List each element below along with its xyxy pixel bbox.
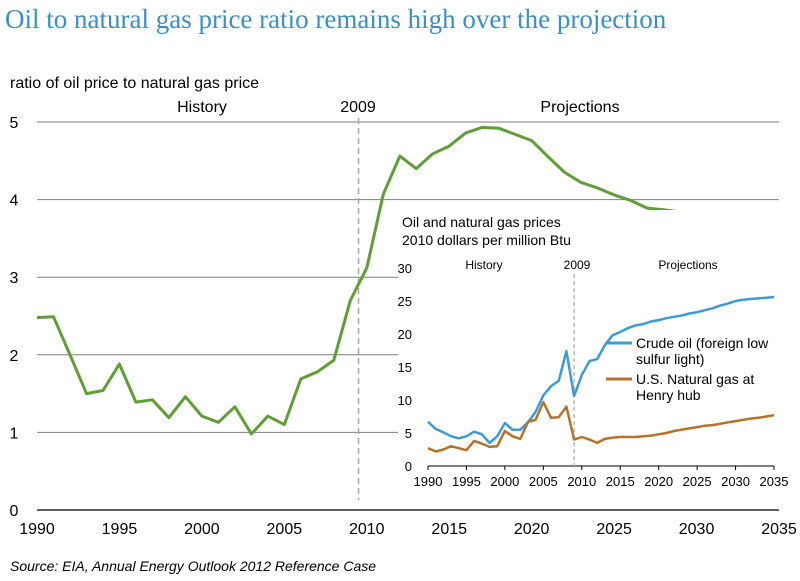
main-x-tick-labels: 1990 1995 2000 2005 2010 2015 2020 2025 2030 2035 xyxy=(19,521,797,538)
inset-projections-label: Projections xyxy=(658,258,717,272)
inset-subtitle: 2010 dollars per million Btu xyxy=(402,232,571,248)
main-y-tick-labels: 0 1 2 3 4 5 xyxy=(10,115,19,520)
inset-y-tick-3: 15 xyxy=(398,360,412,375)
inset-series-lines xyxy=(427,295,775,453)
inset-y-tick-0: 0 xyxy=(405,459,412,474)
inset-x-tick-8: 2030 xyxy=(721,474,750,489)
inset-x-tick-1: 1995 xyxy=(452,474,481,489)
main-x-tick-0: 1990 xyxy=(19,521,55,538)
inset-x-tick-7: 2025 xyxy=(683,474,712,489)
inset-x-tick-6: 2020 xyxy=(644,474,673,489)
main-y-tick-3: 3 xyxy=(10,270,19,287)
inset-legend: Crude oil (foreign low sulfur light) U.S… xyxy=(606,335,769,403)
inset-y-tick-1: 5 xyxy=(405,426,412,441)
main-x-tick-6: 2020 xyxy=(514,521,550,538)
inset-history-label: History xyxy=(465,258,502,272)
main-y-tick-4: 4 xyxy=(10,193,19,210)
inset-y-tick-2: 10 xyxy=(398,393,412,408)
main-x-tick-2: 2000 xyxy=(184,521,220,538)
legend-crude-label-line1: Crude oil (foreign low xyxy=(636,335,769,351)
main-y-tick-1: 1 xyxy=(10,425,19,442)
inset-background xyxy=(398,210,790,492)
inset-x-tick-0: 1990 xyxy=(414,474,443,489)
legend-gas-label-line1: U.S. Natural gas at xyxy=(636,371,754,387)
inset-chart: Oil and natural gas prices 2010 dollars … xyxy=(398,210,790,492)
legend-crude-label-line2: sulfur light) xyxy=(636,351,704,367)
inset-x-tick-5: 2015 xyxy=(606,474,635,489)
main-history-label: History xyxy=(177,99,227,116)
main-x-tick-9: 2035 xyxy=(761,521,797,538)
main-x-tick-4: 2010 xyxy=(349,521,385,538)
main-x-tick-1: 1995 xyxy=(102,521,138,538)
inset-divider-label: 2009 xyxy=(564,258,591,272)
inset-y-tick-4: 20 xyxy=(398,327,412,342)
main-series-lines xyxy=(36,125,780,436)
inset-y-tick-labels: 0 5 10 15 20 25 30 xyxy=(398,261,412,474)
source-note: Source: EIA, Annual Energy Outlook 2012 … xyxy=(10,558,376,574)
inset-title: Oil and natural gas prices xyxy=(402,214,561,230)
inset-axes xyxy=(427,465,775,470)
inset-x-tick-2: 2000 xyxy=(490,474,519,489)
inset-x-tick-9: 2035 xyxy=(760,474,789,489)
inset-y-tick-6: 30 xyxy=(398,261,412,276)
main-x-tick-7: 2025 xyxy=(596,521,632,538)
main-y-tick-2: 2 xyxy=(10,348,19,365)
legend-gas-label-line2: Henry hub xyxy=(636,387,701,403)
inset-series-gas-line xyxy=(427,400,775,453)
inset-x-tick-3: 2005 xyxy=(529,474,558,489)
main-y-tick-0: 0 xyxy=(10,503,19,520)
main-divider-label: 2009 xyxy=(340,99,376,116)
main-projections-label: Projections xyxy=(540,99,619,116)
main-y-tick-5: 5 xyxy=(10,115,19,132)
inset-y-tick-5: 25 xyxy=(398,294,412,309)
inset-x-tick-labels: 1990 1995 2000 2005 2010 2015 2020 2025 2030 2035 xyxy=(414,474,789,489)
y-axis-label: ratio of oil price to natural gas price xyxy=(10,75,259,92)
main-series-ratio-line xyxy=(36,125,780,436)
main-x-tick-5: 2015 xyxy=(431,521,467,538)
inset-series-crude-line xyxy=(427,295,775,445)
chart-title: Oil to natural gas price ratio remains h… xyxy=(5,4,667,34)
inset-x-tick-4: 2010 xyxy=(567,474,596,489)
main-x-tick-8: 2030 xyxy=(679,521,715,538)
main-x-tick-3: 2005 xyxy=(267,521,303,538)
